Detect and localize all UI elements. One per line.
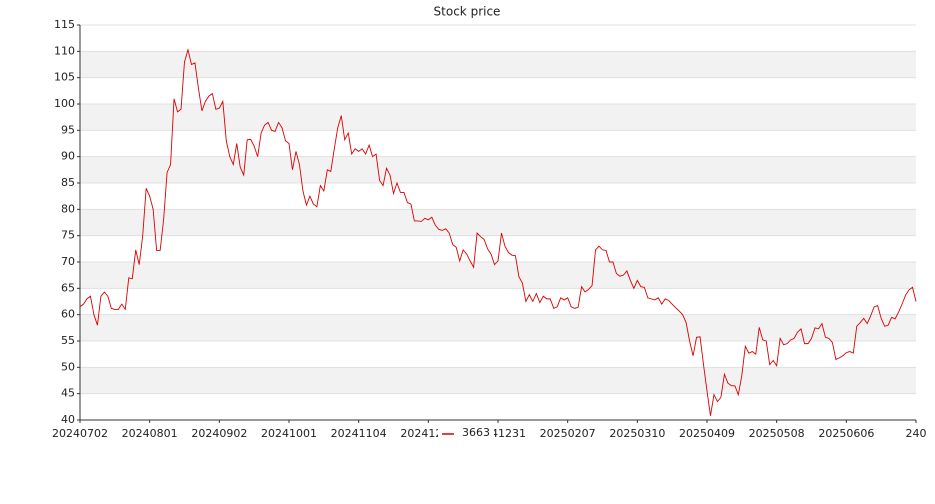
grid-band	[80, 367, 916, 394]
x-tick-label: 20250606	[818, 427, 874, 440]
grid-band	[80, 209, 916, 236]
y-tick-label: 110	[54, 44, 75, 57]
x-tick-label: 20241104	[331, 427, 387, 440]
y-tick-label: 45	[61, 387, 75, 400]
line-series	[79, 47, 917, 416]
y-tick-label: 60	[61, 308, 75, 321]
legend-label: 3663	[462, 426, 490, 439]
grid-band	[80, 104, 916, 131]
y-tick-label: 55	[61, 334, 75, 347]
legend-box	[438, 425, 494, 441]
y-tick-label: 105	[54, 71, 75, 84]
x-tick-label: 20250508	[749, 427, 805, 440]
chart-title: Stock price	[434, 5, 501, 19]
grid-band	[80, 262, 916, 289]
grid-band	[80, 51, 916, 78]
y-tick-label: 65	[61, 281, 75, 294]
x-tick-label: 20250207	[540, 427, 596, 440]
grid-band	[80, 314, 916, 341]
grid-band	[80, 156, 916, 183]
x-tick-label: 20241001	[261, 427, 317, 440]
x-tick-label: 20250409	[679, 427, 735, 440]
x-tick-label: 20250310	[609, 427, 665, 440]
y-tick-label: 50	[61, 360, 75, 373]
y-tick-label: 115	[54, 18, 75, 31]
x-tick-label: 20240702	[52, 427, 108, 440]
y-tick-label: 95	[61, 123, 75, 136]
y-tick-label: 100	[54, 97, 75, 110]
x-tick-label: 240	[906, 427, 927, 440]
y-tick-label: 80	[61, 202, 75, 215]
y-tick-label: 70	[61, 255, 75, 268]
x-tick-label: 20240902	[191, 427, 247, 440]
y-tick-label: 40	[61, 413, 75, 426]
x-tick-label: 20240801	[122, 427, 178, 440]
y-tick-label: 85	[61, 176, 75, 189]
y-tick-label: 75	[61, 229, 75, 242]
y-tick-label: 90	[61, 150, 75, 163]
